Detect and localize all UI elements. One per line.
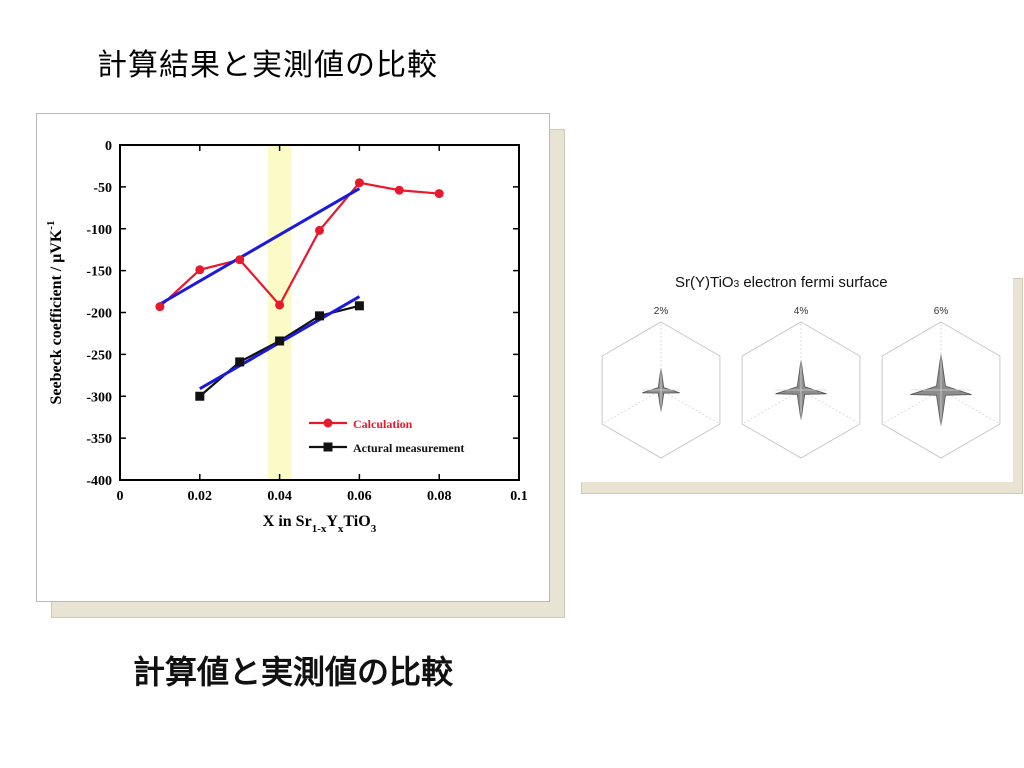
x-tick-label: 0.04 [267,489,292,504]
calculation-point [235,255,245,265]
x-tick-label: 0.1 [510,489,528,504]
x-tick-label: 0.06 [347,489,372,504]
calculation-point [315,225,324,235]
legend-label: Calculation [353,417,413,431]
measurement-point [354,301,364,311]
legend-label: Actural measurement [353,441,464,455]
slide-title: 計算結果と実測値の比較 [97,48,438,83]
calculation-point [195,265,205,275]
y-tick-label: -350 [86,432,112,447]
measurement-point [275,336,285,346]
calculation-point [434,189,444,199]
trend-line [159,187,361,306]
y-tick-label: -50 [93,181,112,196]
x-tick-label: 0.08 [427,489,452,504]
calculation-point [275,300,285,310]
calculation-point [394,185,404,195]
measurement-point [315,311,324,321]
highlight-band [267,145,292,480]
x-axis-label: X in Sr1-xYxTiO3 [263,513,377,535]
y-tick-label: 0 [105,139,112,154]
fermi-panel-label-4: 4% [793,306,809,317]
x-tick-label: 0 [117,489,124,504]
measurement-point [235,357,245,367]
chart-card: 0 0.02 0.04 0.06 0.08 0.1 0 -50 -100 -150 -200 -250… [36,113,550,691]
calculation-point [155,302,165,312]
legend-marker [323,418,333,428]
y-tick-label: -200 [86,307,112,322]
fermi-panel-label-6: 6% [933,306,949,317]
calculation-point [354,178,364,188]
legend-marker [323,442,333,452]
x-tick-label: 0.02 [188,489,213,504]
measurement-point [195,391,205,401]
fermi-card [573,272,1013,482]
y-tick-label: -100 [86,223,112,238]
y-tick-label: -250 [86,348,112,363]
calculation-line [159,181,440,308]
chart-caption: 計算値と実測値の比較 [132,653,453,691]
y-tick-label: -400 [86,474,112,489]
fermi-panel-label-2: 2% [653,306,669,317]
seebeck-chart: 0 0.02 0.04 0.06 0.08 0.1 0 -50 -100 -150 -200 -250… [45,139,528,535]
y-axis-label: Seebeck coefficient / μVK-1 [45,221,65,405]
fermi-title: Sr(Y)TiO3 electron fermi surface [675,274,888,291]
y-tick-label: -150 [86,265,112,280]
y-tick-label: -300 [86,390,112,405]
